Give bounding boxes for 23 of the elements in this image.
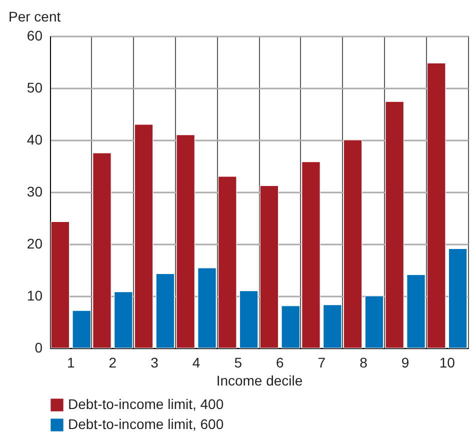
y-axis-title: Per cent [8, 8, 61, 24]
x-tick-label: 3 [150, 354, 159, 370]
x-tick-label: 1 [67, 354, 75, 370]
legend-label: Debt-to-income limit, 600 [68, 416, 224, 432]
y-tick-label: 30 [26, 184, 43, 200]
x-tick-label: 2 [108, 354, 117, 370]
bar [448, 248, 468, 348]
y-tick-label: 0 [34, 340, 43, 356]
x-axis-title: Income decile [216, 372, 303, 388]
x-tick-label: 5 [234, 354, 242, 370]
y-tick-label: 20 [26, 236, 43, 252]
x-tick-label: 9 [401, 354, 410, 370]
legend-label: Debt-to-income limit, 400 [68, 396, 224, 412]
bar [50, 221, 70, 348]
y-tick-label: 10 [26, 288, 43, 304]
x-tick-label: 4 [192, 354, 200, 370]
x-tick-label: 8 [360, 354, 368, 370]
y-tick-label: 40 [26, 132, 43, 148]
x-tick-label: 6 [276, 354, 284, 370]
x-tick-label: 10 [439, 354, 456, 370]
x-tick-label: 7 [318, 354, 326, 370]
y-tick-label: 60 [26, 28, 43, 44]
y-tick-label: 50 [26, 80, 43, 96]
